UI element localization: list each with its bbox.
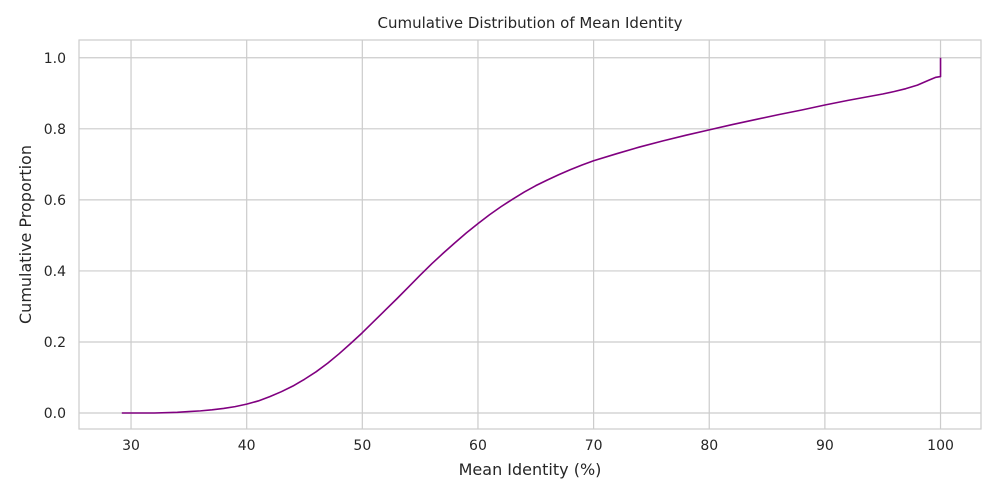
plot-frame (78, 39, 982, 430)
x-tick-label: 30 (122, 438, 140, 454)
y-tick-label: 0.6 (44, 193, 66, 209)
x-tick-label: 50 (353, 438, 371, 454)
grid-lines (79, 40, 981, 429)
cdf-line-series-0 (121, 57, 942, 414)
x-tick-label: 90 (816, 438, 834, 454)
y-axis-label: Cumulative Proportion (16, 145, 35, 324)
y-tick-label: 1.0 (44, 51, 66, 67)
y-tick-label: 0.0 (44, 406, 66, 422)
x-tick-label: 70 (585, 438, 603, 454)
x-tick-label: 100 (927, 438, 954, 454)
y-tick-label: 0.8 (44, 122, 66, 138)
x-tick-labels: 30 40 50 60 70 80 90 100 (122, 438, 954, 454)
x-tick-label: 80 (700, 438, 718, 454)
x-tick-label: 60 (469, 438, 487, 454)
y-tick-label: 0.2 (44, 335, 66, 351)
series-layer (121, 57, 942, 414)
y-tick-labels: 0.0 0.2 0.4 0.6 0.8 1.0 (44, 51, 66, 422)
chart-title: Cumulative Distribution of Mean Identity (377, 14, 682, 32)
x-axis-label: Mean Identity (%) (459, 460, 602, 479)
x-tick-label: 40 (238, 438, 256, 454)
y-tick-label: 0.4 (44, 264, 66, 280)
